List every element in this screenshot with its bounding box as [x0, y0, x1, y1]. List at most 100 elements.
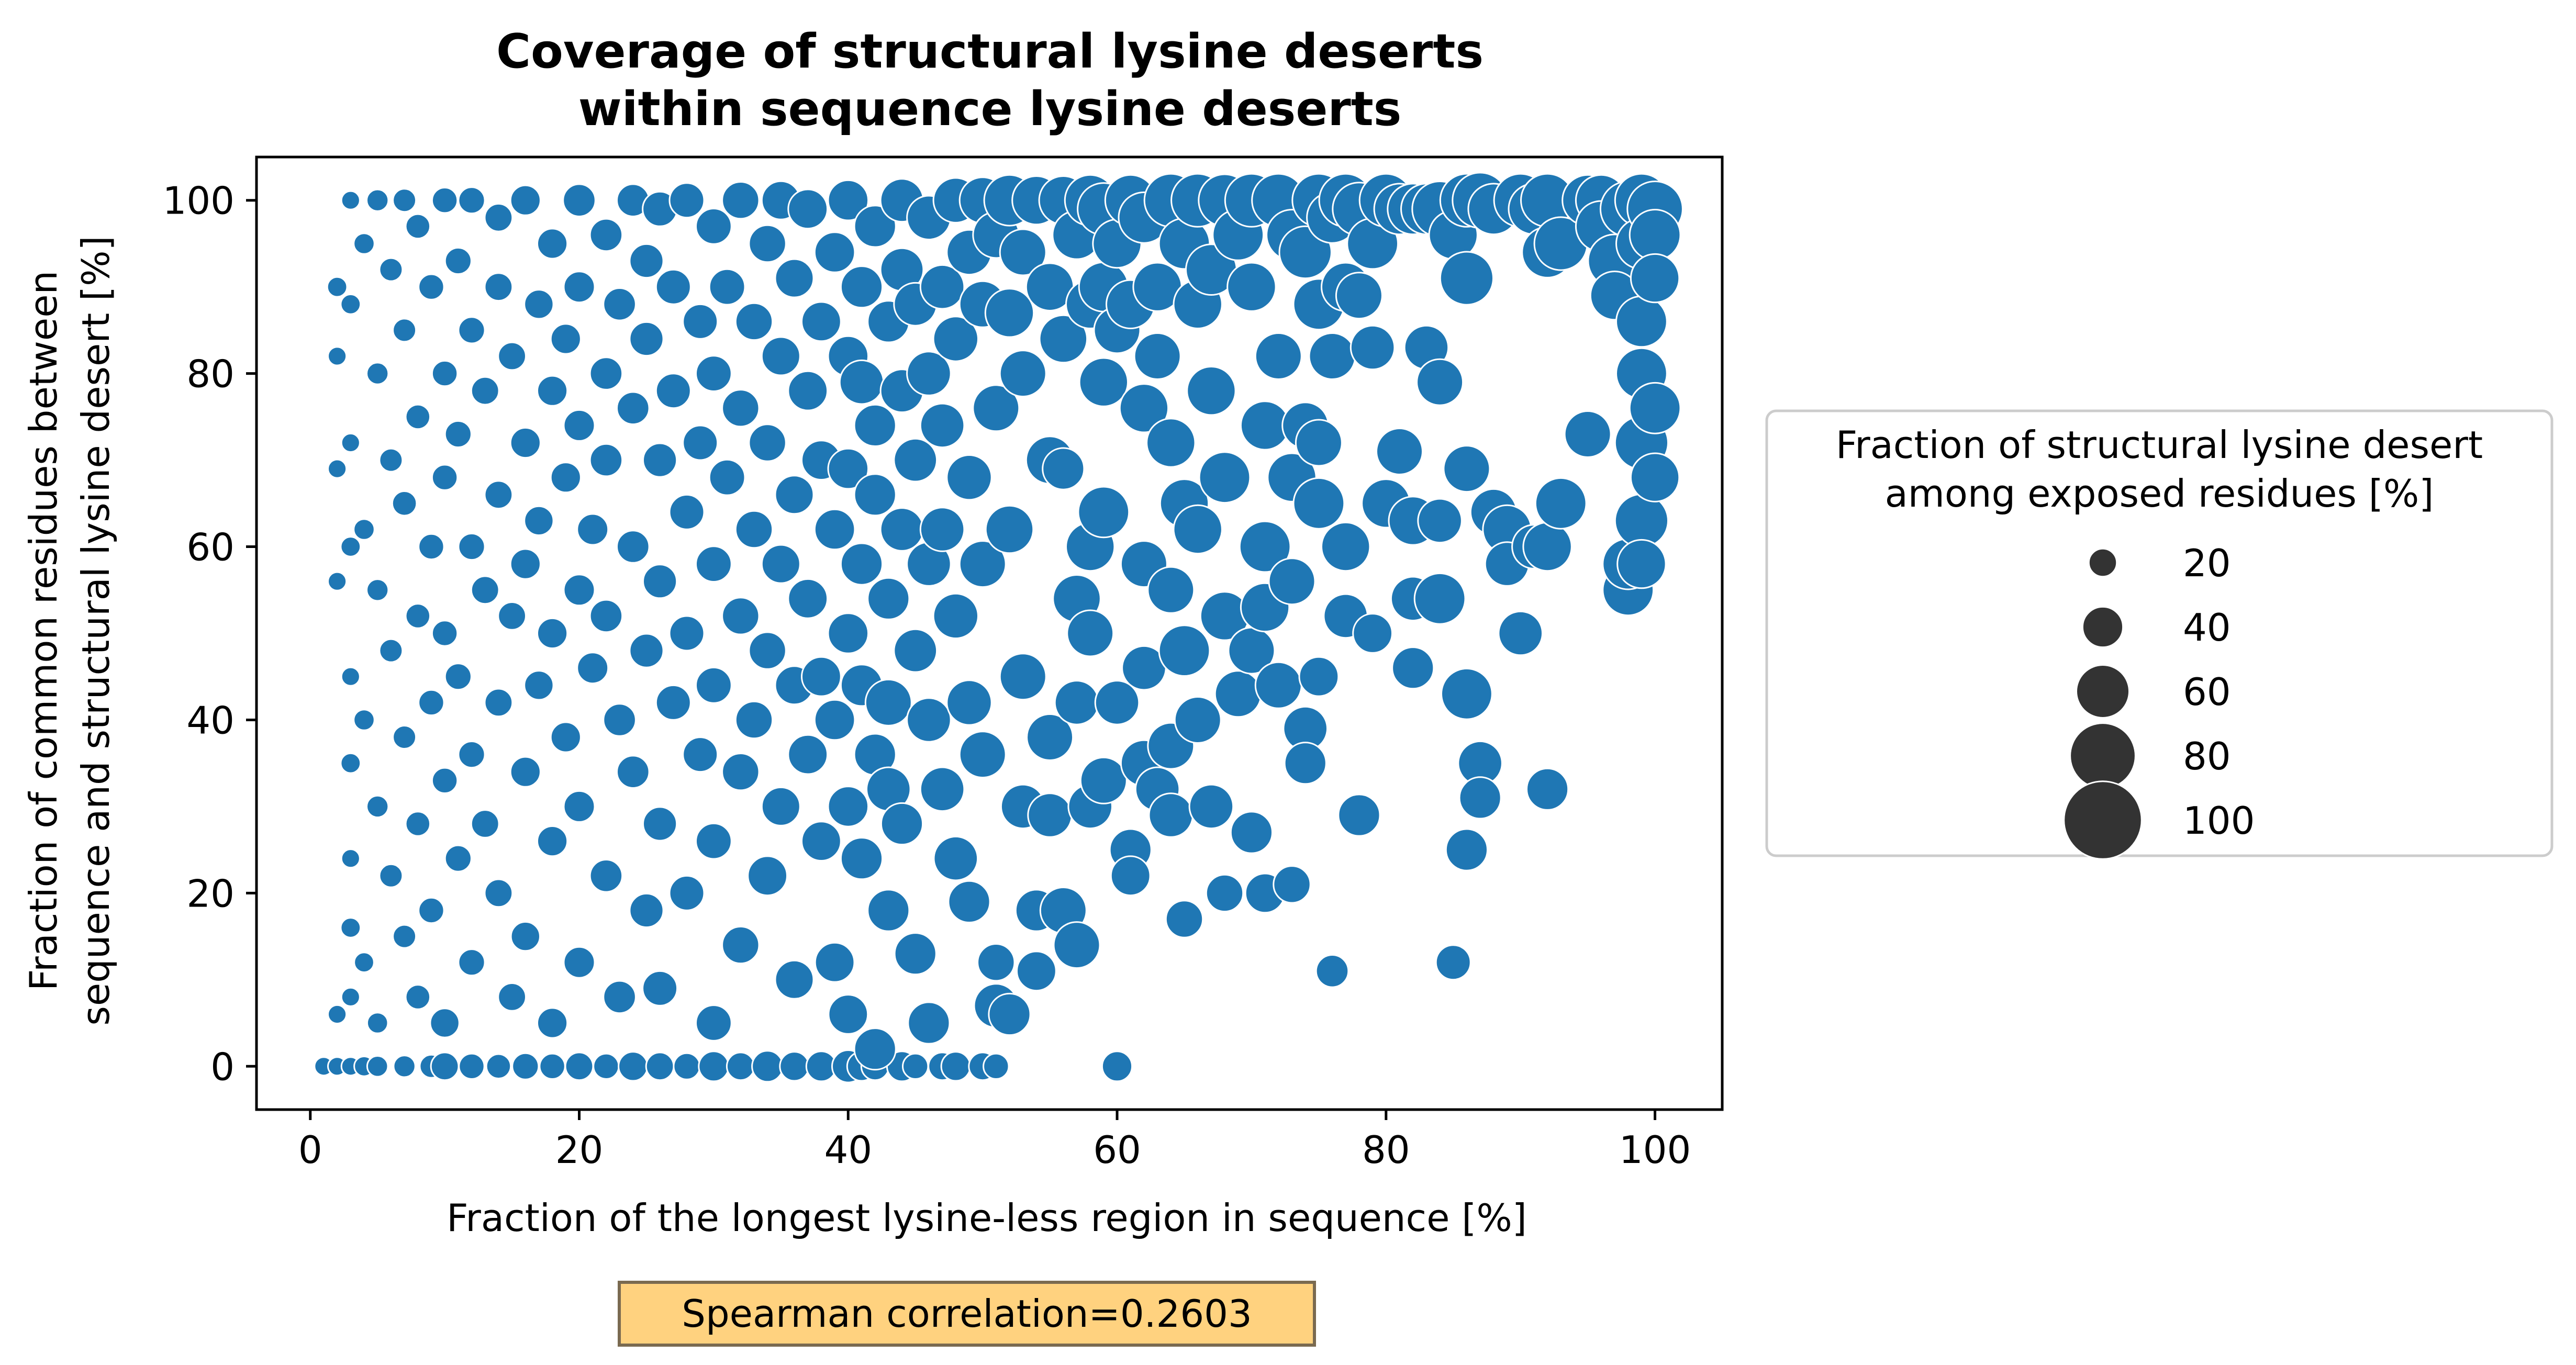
x-axis-ticks: 0 20 40 60 80 100 [298, 1110, 1691, 1172]
data-point [392, 924, 417, 949]
data-point [1039, 314, 1088, 364]
data-point [1292, 477, 1345, 530]
data-point [405, 213, 431, 240]
legend-marker [2063, 780, 2143, 860]
data-point [1416, 358, 1464, 406]
data-point [642, 442, 678, 478]
data-point [642, 806, 678, 842]
y-axis-ticks: 0 20 40 60 80 100 [163, 179, 257, 1089]
data-point [933, 835, 979, 881]
data-point [1110, 855, 1151, 897]
data-point [999, 653, 1047, 701]
data-point [972, 384, 1020, 432]
data-point [1226, 262, 1277, 312]
data-point [721, 597, 760, 635]
data-point [827, 612, 869, 654]
data-point [734, 302, 774, 341]
data-point [940, 1051, 972, 1082]
data-point [326, 276, 348, 298]
data-point [1630, 452, 1680, 502]
data-point [1077, 486, 1130, 539]
data-point [405, 984, 431, 1010]
data-point [485, 1053, 512, 1080]
data-point [1094, 680, 1140, 725]
data-point [1053, 921, 1101, 969]
data-point [563, 271, 596, 304]
data-point [958, 731, 1007, 779]
data-point [958, 540, 1007, 588]
data-point [484, 203, 514, 232]
data-point [523, 289, 554, 320]
data-point [1174, 696, 1222, 744]
data-point [629, 892, 664, 928]
data-point [1526, 767, 1569, 811]
data-point [813, 699, 856, 741]
data-point [801, 301, 842, 342]
data-point [589, 443, 623, 477]
data-point [1308, 332, 1356, 380]
data-point [983, 1053, 1010, 1080]
data-point [840, 837, 884, 880]
data-point [932, 592, 979, 640]
data-point [366, 188, 389, 212]
y-tick-label: 60 [186, 525, 235, 569]
data-point [906, 697, 952, 743]
data-point [366, 795, 389, 819]
data-point [589, 218, 623, 252]
data-point [1165, 900, 1204, 938]
data-point [539, 1053, 566, 1080]
data-point [1078, 357, 1129, 407]
data-point [497, 601, 527, 631]
legend-title-line-1: Fraction of structural lysine desert [1836, 423, 2483, 467]
data-point [734, 700, 774, 740]
data-point [977, 943, 1016, 982]
data-point [655, 373, 692, 409]
data-point [1630, 253, 1680, 304]
x-tick-label: 20 [555, 1128, 604, 1172]
data-point [1616, 539, 1667, 589]
data-point [946, 454, 993, 501]
data-point [919, 402, 965, 449]
data-point [509, 548, 541, 580]
data-point [593, 1053, 620, 1080]
x-axis-label: Fraction of the longest lysine-less regi… [447, 1196, 1527, 1240]
data-point [405, 404, 431, 430]
data-point [721, 389, 760, 428]
data-point [509, 184, 541, 216]
data-point [563, 409, 596, 442]
y-tick-label: 20 [186, 871, 235, 915]
data-point [564, 1051, 594, 1081]
data-point [484, 688, 514, 718]
data-point [444, 844, 472, 872]
y-axis-label: Fraction of common residues between sequ… [21, 236, 118, 1025]
data-point [603, 287, 637, 321]
data-point [1335, 272, 1383, 320]
data-point [673, 1052, 701, 1080]
data-point [327, 571, 348, 591]
data-point [853, 404, 897, 447]
data-point [1522, 521, 1573, 572]
data-point [509, 427, 541, 459]
data-point [618, 1051, 649, 1082]
data-point [1186, 366, 1236, 416]
data-point [867, 889, 910, 932]
data-point [893, 628, 938, 673]
data-point [1230, 811, 1273, 854]
data-point [919, 264, 965, 310]
data-point [1321, 521, 1371, 572]
data-point [1146, 418, 1196, 468]
data-point [616, 755, 650, 789]
data-point [340, 848, 361, 869]
data-point [629, 633, 664, 668]
data-point [562, 183, 596, 218]
data-point [484, 878, 514, 908]
y-tick-label: 100 [163, 179, 235, 223]
data-point [827, 786, 869, 827]
data-point [801, 821, 842, 861]
data-point [1148, 792, 1194, 838]
data-point [340, 190, 361, 210]
data-point [814, 942, 855, 983]
data-point [470, 809, 500, 838]
data-point [1173, 504, 1223, 555]
